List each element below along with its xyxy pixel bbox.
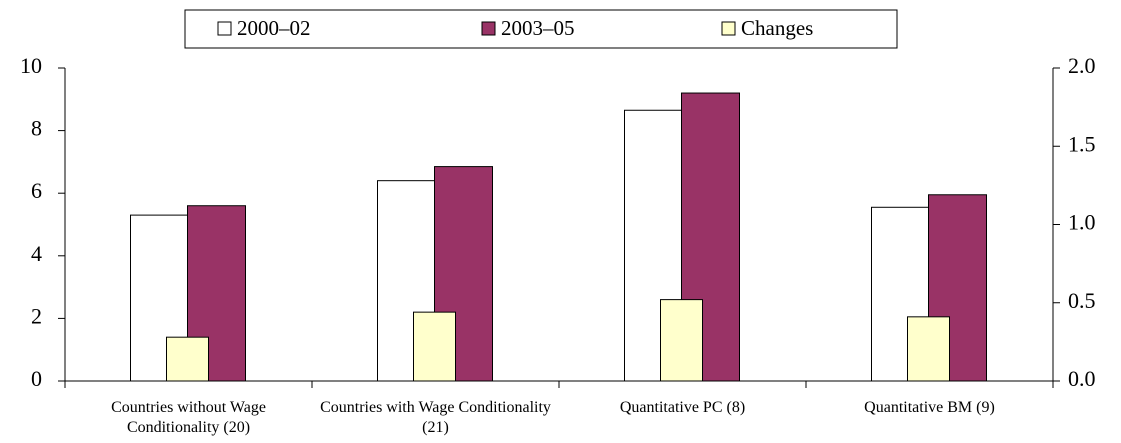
- legend-box: [184, 9, 898, 49]
- legend-label: 2003–05: [501, 16, 575, 40]
- x-tick-label: Quantitative PC (8): [619, 399, 746, 416]
- x-tick-label: Countries with Wage Conditionality (21): [320, 399, 551, 436]
- y-tick-label: 4: [31, 241, 42, 266]
- x-tick-label: Countries without Wage Conditionality (2…: [111, 399, 266, 436]
- legend-swatch: [721, 21, 736, 36]
- bar: [166, 336, 209, 382]
- y-tick-label: 10: [20, 53, 42, 78]
- y2-tick-label: 0.5: [1068, 288, 1096, 313]
- y2-tick-label: 0.0: [1068, 366, 1096, 391]
- y2-tick-label: 1.5: [1068, 131, 1096, 156]
- legend-swatch: [481, 21, 496, 36]
- y2-tick-label: 1.0: [1068, 210, 1096, 235]
- bar: [660, 299, 703, 382]
- y-tick-label: 0: [31, 366, 42, 391]
- legend-label: 2000–02: [237, 16, 311, 40]
- x-tick-label: Quantitative BM (9): [864, 399, 995, 416]
- y-tick-label: 2: [31, 303, 42, 328]
- y-tick-label: 8: [31, 116, 42, 141]
- legend-swatch: [217, 21, 232, 36]
- bar: [413, 311, 456, 382]
- y2-tick-label: 2.0: [1068, 53, 1096, 78]
- y-tick-label: 6: [31, 178, 42, 203]
- bar: [907, 316, 950, 382]
- legend-label: Changes: [741, 16, 813, 40]
